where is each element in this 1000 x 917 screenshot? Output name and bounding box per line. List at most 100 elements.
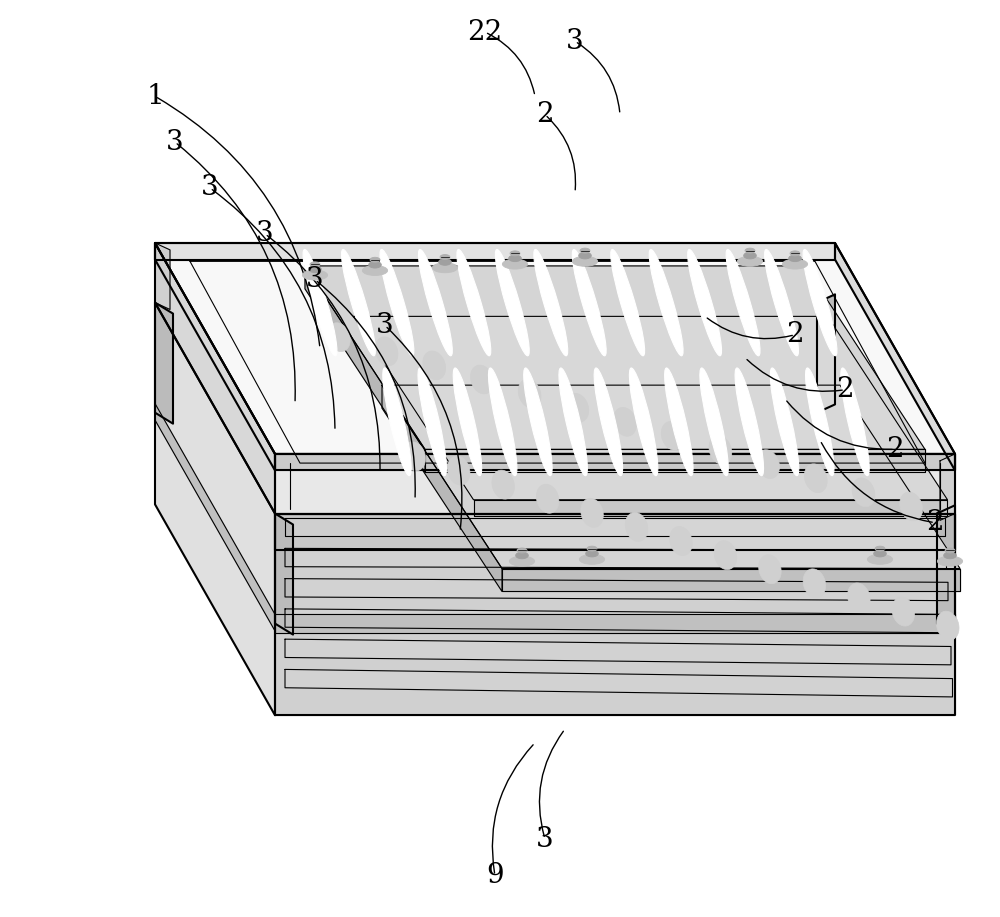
Ellipse shape (495, 249, 529, 356)
Ellipse shape (790, 251, 800, 256)
Ellipse shape (670, 526, 692, 556)
Polygon shape (275, 614, 955, 633)
Polygon shape (275, 514, 955, 550)
Polygon shape (305, 266, 925, 449)
Ellipse shape (579, 252, 591, 259)
Text: 2: 2 (836, 376, 854, 403)
Ellipse shape (432, 263, 458, 272)
Ellipse shape (418, 368, 446, 476)
Ellipse shape (327, 323, 350, 351)
Ellipse shape (770, 368, 799, 476)
Text: 2: 2 (886, 436, 904, 463)
Ellipse shape (803, 569, 826, 598)
Ellipse shape (453, 368, 482, 476)
Ellipse shape (892, 597, 915, 626)
Ellipse shape (509, 557, 535, 566)
Ellipse shape (714, 541, 737, 569)
Polygon shape (155, 303, 173, 424)
Text: 3: 3 (256, 220, 274, 248)
Ellipse shape (665, 368, 693, 476)
Text: 2: 2 (786, 321, 804, 348)
Ellipse shape (709, 436, 732, 464)
Text: 3: 3 (166, 128, 184, 156)
Polygon shape (155, 303, 275, 715)
Polygon shape (940, 454, 955, 521)
Polygon shape (285, 548, 946, 569)
Ellipse shape (302, 271, 328, 280)
Ellipse shape (625, 513, 648, 541)
Ellipse shape (726, 249, 760, 356)
Ellipse shape (757, 449, 779, 479)
Ellipse shape (566, 393, 589, 422)
Ellipse shape (447, 456, 470, 485)
Ellipse shape (303, 249, 337, 356)
Ellipse shape (440, 255, 450, 260)
Polygon shape (155, 243, 275, 470)
Ellipse shape (581, 498, 603, 527)
Ellipse shape (517, 548, 527, 553)
Polygon shape (354, 316, 947, 500)
Ellipse shape (874, 550, 886, 557)
Polygon shape (275, 514, 293, 635)
Ellipse shape (457, 249, 491, 356)
Ellipse shape (524, 368, 552, 476)
Text: 22: 22 (467, 18, 503, 46)
Polygon shape (285, 639, 951, 665)
Ellipse shape (759, 555, 781, 584)
Ellipse shape (471, 365, 493, 394)
Ellipse shape (700, 368, 728, 476)
Ellipse shape (572, 249, 606, 356)
Polygon shape (155, 243, 835, 260)
Ellipse shape (745, 249, 755, 253)
Ellipse shape (310, 262, 320, 267)
Ellipse shape (945, 548, 955, 553)
Polygon shape (155, 243, 955, 454)
Ellipse shape (806, 368, 834, 476)
Ellipse shape (937, 611, 959, 640)
Text: 2: 2 (536, 101, 554, 128)
Ellipse shape (362, 266, 388, 275)
Ellipse shape (369, 261, 381, 268)
Polygon shape (285, 669, 952, 697)
Ellipse shape (594, 368, 623, 476)
Ellipse shape (944, 552, 956, 558)
Polygon shape (275, 454, 955, 514)
Polygon shape (382, 385, 960, 569)
Text: 3: 3 (566, 28, 584, 55)
Ellipse shape (534, 249, 568, 356)
Ellipse shape (629, 368, 658, 476)
Ellipse shape (611, 249, 645, 356)
Ellipse shape (380, 249, 414, 356)
Ellipse shape (509, 255, 521, 261)
Ellipse shape (418, 249, 452, 356)
Ellipse shape (502, 260, 528, 269)
Polygon shape (817, 294, 835, 413)
Polygon shape (275, 514, 955, 715)
Polygon shape (285, 579, 948, 601)
Ellipse shape (383, 368, 411, 476)
Ellipse shape (804, 464, 827, 492)
Text: 3: 3 (376, 312, 394, 339)
Ellipse shape (614, 407, 636, 436)
Ellipse shape (342, 249, 375, 356)
Text: 3: 3 (306, 266, 324, 293)
Ellipse shape (518, 380, 541, 408)
Polygon shape (285, 518, 945, 536)
Ellipse shape (744, 252, 756, 259)
Ellipse shape (937, 557, 963, 566)
Polygon shape (155, 403, 275, 631)
Ellipse shape (587, 547, 597, 551)
Ellipse shape (309, 266, 321, 272)
Ellipse shape (900, 492, 923, 521)
Polygon shape (502, 569, 960, 591)
Ellipse shape (559, 368, 587, 476)
Ellipse shape (586, 550, 598, 557)
Text: 9: 9 (486, 862, 504, 889)
Ellipse shape (765, 249, 798, 356)
Polygon shape (155, 243, 275, 514)
Ellipse shape (492, 470, 514, 499)
Ellipse shape (688, 249, 722, 356)
Text: 3: 3 (536, 825, 554, 853)
Polygon shape (937, 505, 955, 624)
Ellipse shape (737, 257, 763, 266)
